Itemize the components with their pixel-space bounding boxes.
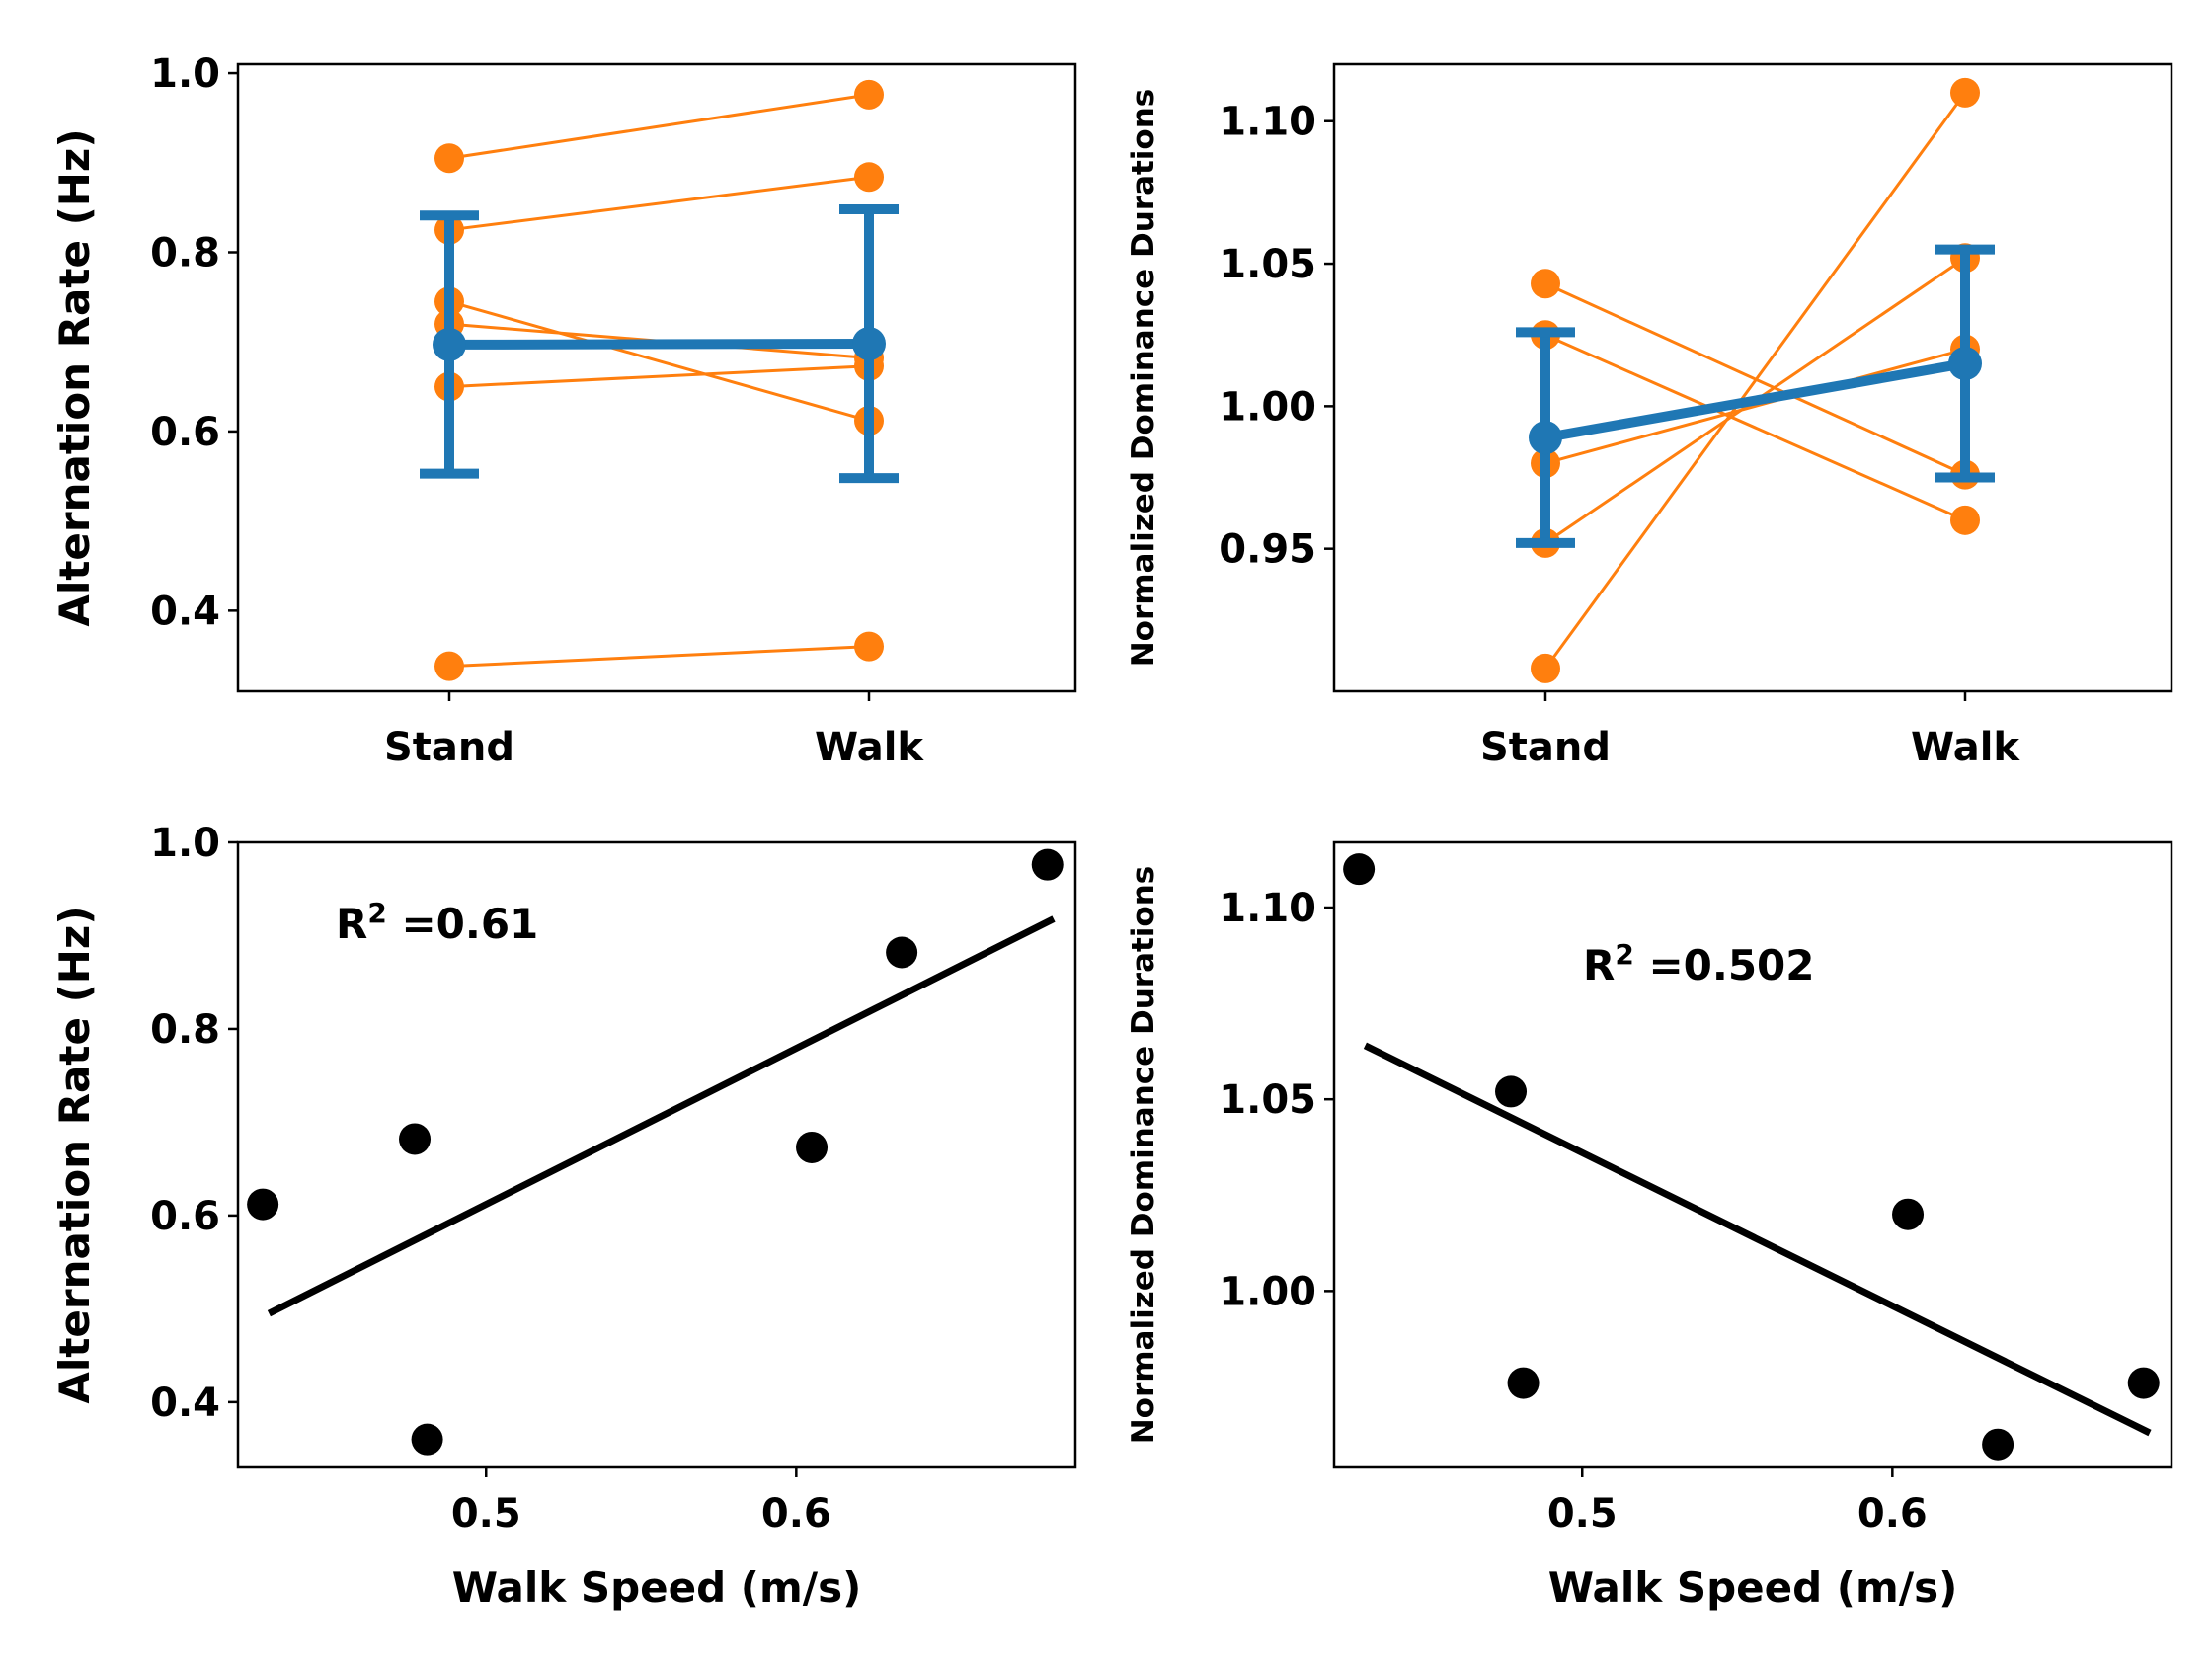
panel-3: 0.4 0.6 0.8 1.0 Alternation Rate (Hz) 0.5 0.6 W… — [50, 821, 1077, 1612]
scatter-point — [1343, 853, 1376, 886]
fit-line — [1363, 1042, 2152, 1437]
y-tick-label: 1.0 — [150, 821, 220, 866]
subject-series — [434, 286, 884, 436]
subject-point — [1950, 77, 1980, 108]
subject-line — [1544, 281, 1966, 477]
annotation-base: R — [336, 900, 367, 948]
subject-series — [1531, 334, 1980, 479]
r-squared-annotation: R2 =0.502 — [1583, 938, 1815, 989]
annotation-superscript: 2 — [1615, 938, 1633, 971]
scatter-point — [886, 936, 918, 969]
subject-series — [434, 631, 884, 681]
annotation-value: =0.502 — [1634, 941, 1815, 989]
scatter-point — [796, 1131, 829, 1163]
y-tick-label: 1.05 — [1219, 242, 1316, 287]
x-tick-label: Stand — [1480, 725, 1611, 770]
x-tick-label: Walk — [815, 725, 924, 770]
x-tick-label: Walk — [1911, 725, 2020, 770]
y-tick-label: 1.10 — [1219, 886, 1316, 931]
scatter-point — [399, 1123, 432, 1155]
x-axis-label: Walk Speed (m/s) — [1548, 1563, 1958, 1612]
subject-series — [434, 79, 884, 174]
y-tick-label: 0.95 — [1219, 527, 1316, 573]
scatter-point — [1982, 1428, 2014, 1461]
y-tick-label: 1.0 — [150, 51, 220, 97]
y-tick-label: 1.05 — [1219, 1077, 1316, 1123]
subject-point — [1950, 505, 1980, 535]
panel-4: 1.00 1.05 1.10 Normalized Dominance Duratio… — [1126, 840, 2173, 1612]
axes-frame — [236, 62, 1077, 693]
r-squared-annotation: R2 =0.61 — [336, 897, 538, 948]
subject-line — [448, 93, 870, 160]
y-tick-label: 1.10 — [1219, 100, 1316, 145]
axes-frame — [1332, 840, 2173, 1469]
scatter-point — [1495, 1075, 1528, 1108]
mean-series — [1516, 244, 1995, 548]
annotation-base: R — [1583, 941, 1615, 989]
y-tick-label: 0.4 — [150, 589, 220, 634]
subject-point — [434, 651, 464, 681]
mean-point — [1948, 347, 1982, 381]
mean-point — [433, 327, 466, 361]
mean-point — [852, 327, 886, 361]
subject-line — [1544, 348, 1966, 465]
x-axis-label: Walk Speed (m/s) — [452, 1563, 862, 1612]
subject-point — [1531, 269, 1560, 299]
x-tick-label: 0.6 — [761, 1491, 831, 1537]
scatter-point — [1031, 848, 1064, 881]
axes-frame — [236, 840, 1077, 1469]
x-tick-label: 0.6 — [1857, 1491, 1928, 1537]
subject-line — [1544, 333, 1966, 522]
subject-point — [854, 162, 884, 193]
subject-line — [448, 175, 870, 232]
subject-point — [1531, 653, 1560, 683]
y-tick-label: 0.6 — [150, 1194, 220, 1239]
subject-point — [434, 143, 464, 174]
x-tick-label: 0.5 — [1547, 1491, 1618, 1537]
mean-line — [1544, 358, 1966, 443]
subject-line — [448, 364, 870, 389]
axes-frame — [1332, 62, 2173, 693]
subject-line — [448, 645, 870, 669]
scatter-point — [1507, 1367, 1540, 1399]
subject-line — [448, 299, 870, 423]
subject-series — [434, 351, 884, 402]
y-tick-label: 0.8 — [150, 1007, 220, 1053]
scatter-point — [2127, 1367, 2160, 1399]
y-axis-label: Alternation Rate (Hz) — [50, 128, 99, 626]
y-tick-label: 1.00 — [1219, 1269, 1316, 1314]
y-tick-label: 0.6 — [150, 410, 220, 455]
annotation-superscript: 2 — [367, 897, 386, 929]
x-tick-label: Stand — [384, 725, 514, 770]
subject-series — [1531, 269, 1980, 490]
subject-point — [854, 631, 884, 662]
scatter-point — [247, 1188, 279, 1221]
annotation-value: =0.61 — [387, 900, 538, 948]
y-axis-label: Alternation Rate (Hz) — [50, 906, 99, 1403]
y-axis-label: Normalized Dominance Durations — [1126, 89, 1161, 668]
scatter-point — [1892, 1198, 1925, 1230]
subject-point — [854, 79, 884, 110]
mean-series — [420, 203, 899, 484]
y-tick-label: 0.8 — [150, 231, 220, 276]
subject-series — [434, 162, 884, 245]
y-tick-label: 0.4 — [150, 1381, 220, 1426]
x-tick-label: 0.5 — [451, 1491, 521, 1537]
y-tick-label: 1.00 — [1219, 384, 1316, 430]
panel-1: 0.4 0.6 0.8 1.0 Alternation Rate (Hz) Stand Wa… — [50, 51, 1077, 770]
scatter-point — [411, 1423, 443, 1456]
mean-line — [448, 339, 870, 350]
mean-point — [1529, 421, 1562, 455]
fit-line — [267, 915, 1056, 1317]
y-axis-label: Normalized Dominance Durations — [1126, 866, 1161, 1445]
panel-2: 0.95 1.00 1.05 1.10 Normalized Dominance Dur… — [1126, 62, 2173, 770]
